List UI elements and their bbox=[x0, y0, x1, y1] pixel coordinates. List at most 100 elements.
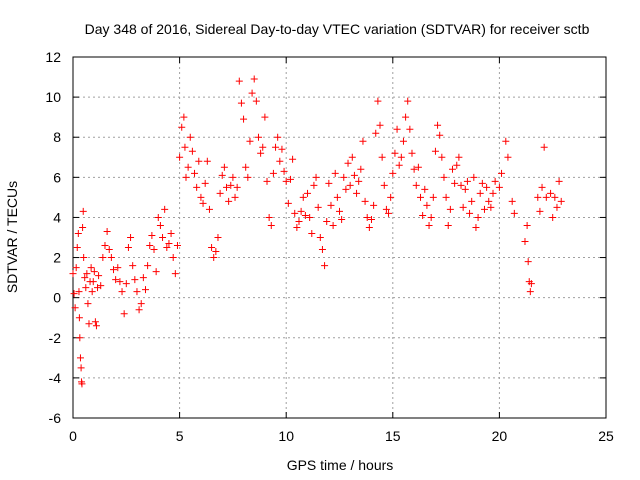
data-point bbox=[118, 288, 126, 296]
data-point bbox=[459, 203, 467, 211]
data-point bbox=[355, 177, 363, 185]
data-point bbox=[208, 244, 216, 252]
data-point bbox=[73, 244, 81, 252]
data-point bbox=[231, 193, 239, 201]
data-point bbox=[524, 258, 532, 266]
data-point bbox=[395, 161, 403, 169]
data-point bbox=[538, 183, 546, 191]
data-point bbox=[72, 264, 80, 272]
data-point bbox=[91, 318, 99, 326]
data-point bbox=[127, 234, 135, 241]
data-point bbox=[378, 153, 386, 161]
data-point bbox=[336, 207, 343, 215]
data-point bbox=[141, 286, 149, 294]
data-point bbox=[423, 201, 431, 209]
data-point bbox=[274, 133, 282, 141]
data-point bbox=[78, 380, 86, 388]
data-point bbox=[448, 165, 456, 173]
data-point bbox=[455, 153, 463, 161]
data-point bbox=[410, 165, 418, 173]
data-point bbox=[131, 276, 139, 284]
data-point bbox=[280, 167, 288, 175]
data-point bbox=[205, 205, 213, 213]
data-point bbox=[242, 163, 250, 171]
data-point bbox=[367, 215, 375, 223]
data-point bbox=[385, 209, 393, 217]
data-point bbox=[227, 181, 235, 189]
x-tick-label: 0 bbox=[69, 428, 77, 444]
data-point bbox=[203, 157, 211, 165]
data-point bbox=[498, 169, 506, 177]
data-point bbox=[542, 193, 550, 201]
data-point bbox=[75, 288, 83, 296]
data-point bbox=[220, 163, 228, 171]
data-point bbox=[321, 262, 329, 270]
data-point bbox=[87, 264, 95, 272]
data-point bbox=[342, 185, 350, 193]
data-point bbox=[553, 203, 561, 211]
data-point bbox=[363, 213, 371, 221]
data-point bbox=[246, 137, 254, 145]
data-point bbox=[193, 183, 201, 191]
data-point bbox=[171, 270, 179, 278]
data-point bbox=[77, 364, 85, 372]
data-point bbox=[557, 197, 565, 205]
data-point bbox=[312, 173, 320, 181]
data-point bbox=[431, 147, 439, 155]
data-point bbox=[225, 197, 233, 205]
data-points bbox=[69, 75, 565, 388]
data-point bbox=[216, 189, 224, 197]
data-point bbox=[114, 264, 122, 272]
data-point bbox=[212, 248, 220, 256]
axis-ticks: 0 5 10 15 20 25 -6 -4 -2 0 2 4 6 8 10 12 bbox=[45, 49, 614, 444]
data-point bbox=[284, 199, 292, 207]
data-point bbox=[167, 229, 175, 237]
data-point bbox=[244, 173, 252, 181]
data-point bbox=[301, 211, 309, 219]
data-point bbox=[419, 211, 427, 219]
data-point bbox=[85, 320, 93, 328]
data-point bbox=[291, 209, 299, 217]
data-point bbox=[361, 197, 369, 205]
data-point bbox=[397, 153, 405, 161]
data-point bbox=[466, 209, 474, 217]
data-point bbox=[267, 221, 275, 229]
data-point bbox=[79, 207, 87, 215]
data-point bbox=[197, 193, 205, 201]
data-point bbox=[165, 240, 173, 248]
data-point bbox=[223, 183, 231, 191]
data-point bbox=[340, 173, 348, 181]
data-point bbox=[491, 177, 499, 185]
y-tick-label: 8 bbox=[53, 129, 61, 145]
data-point bbox=[82, 284, 90, 292]
data-point bbox=[210, 254, 218, 262]
data-point bbox=[97, 282, 105, 290]
data-point bbox=[549, 213, 557, 221]
data-point bbox=[107, 254, 115, 262]
data-point bbox=[154, 213, 162, 221]
data-point bbox=[173, 242, 181, 250]
data-point bbox=[218, 171, 226, 179]
data-point bbox=[436, 131, 444, 139]
data-point bbox=[163, 244, 171, 252]
data-point bbox=[95, 272, 103, 280]
data-point bbox=[191, 169, 199, 177]
data-point bbox=[338, 215, 346, 223]
data-point bbox=[235, 77, 243, 85]
data-point bbox=[404, 97, 412, 105]
data-point bbox=[199, 199, 207, 207]
data-point bbox=[92, 322, 100, 330]
data-point bbox=[323, 217, 331, 225]
data-point bbox=[333, 193, 341, 201]
data-point bbox=[359, 137, 367, 145]
data-point bbox=[306, 213, 314, 221]
data-point bbox=[257, 149, 265, 157]
data-point bbox=[103, 227, 111, 235]
y-tick-label: 2 bbox=[53, 250, 61, 266]
data-point bbox=[508, 197, 516, 205]
data-point bbox=[129, 262, 137, 270]
data-point bbox=[81, 274, 89, 282]
data-point bbox=[348, 153, 356, 161]
y-tick-label: -4 bbox=[49, 370, 62, 386]
data-point bbox=[547, 189, 555, 197]
